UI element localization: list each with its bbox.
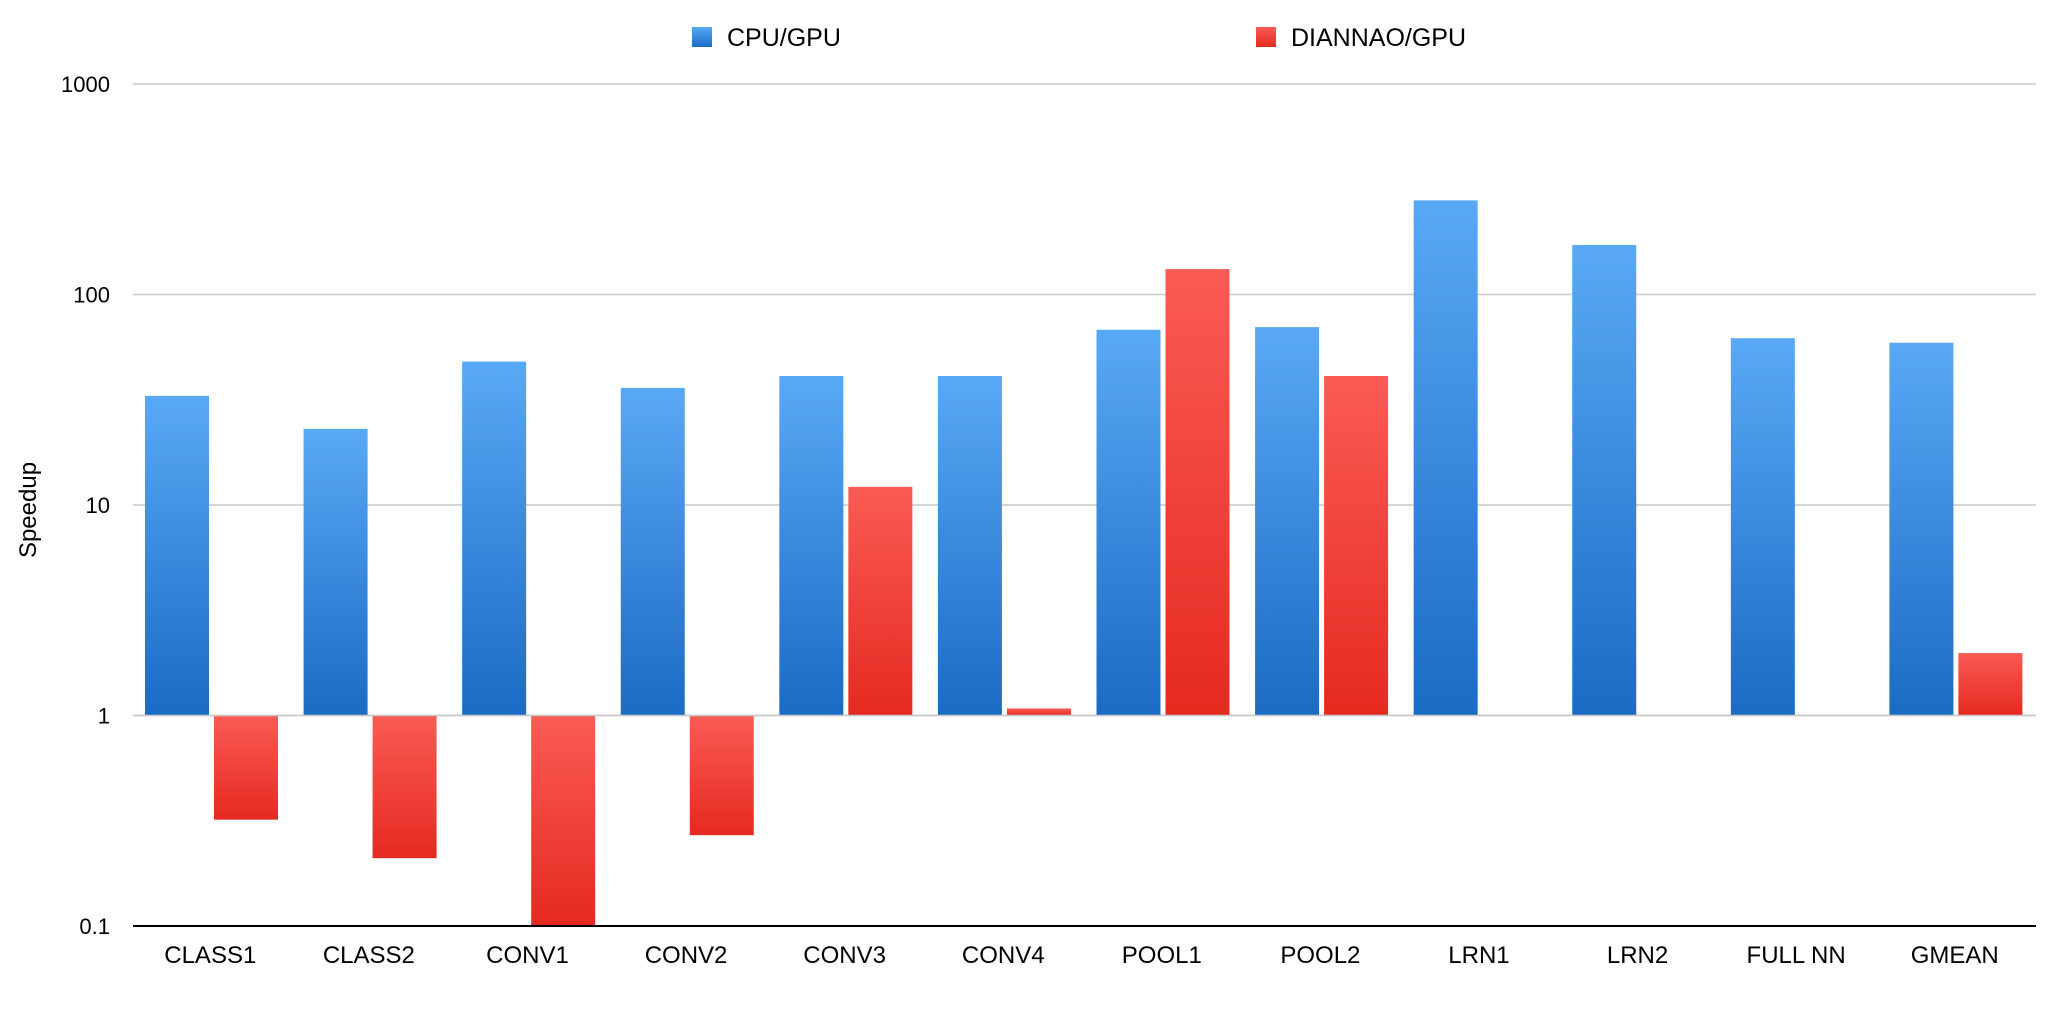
bar-diannao-gpu-conv4 [1006,708,1071,716]
x-tick-label: GMEAN [1911,942,1999,969]
y-tick-label: 1 [98,704,110,729]
bar-cpu-gpu-full-nn [1730,338,1795,716]
bar-cpu-gpu-gmean [1889,342,1954,716]
bar-cpu-gpu-pool2 [1255,327,1320,716]
bar-diannao-gpu-class2 [372,715,437,859]
bar-diannao-gpu-conv2 [689,715,754,836]
bar-diannao-gpu-conv1 [531,715,596,926]
y-tick-label: 0.1 [79,914,110,939]
bar-cpu-gpu-conv2 [620,387,685,716]
bar-cpu-gpu-class2 [303,428,368,716]
x-tick-label: POOL2 [1280,942,1360,969]
legend-swatch [692,27,712,47]
legend-label: DIANNAO/GPU [1291,24,1466,52]
y-axis-title: Speedup [15,462,42,558]
x-tick-label: CLASS1 [164,942,256,969]
bar-cpu-gpu-conv1 [462,361,527,716]
legend: CPU/GPU DIANNAO/GPU [692,24,1466,52]
bar-cpu-gpu-conv3 [779,376,844,716]
legend-label: CPU/GPU [727,24,841,52]
x-tick-label: CONV4 [962,942,1045,969]
bar-diannao-gpu-class1 [214,715,278,820]
bar-cpu-gpu-lrn1 [1413,200,1478,716]
x-tick-label: CONV1 [486,942,569,969]
bar-diannao-gpu-pool1 [1165,269,1230,716]
axis-labels: 0.1 1 10 100 1000 CLASS1 CLASS2 CONV1 CONV2 CONV3… [61,72,1999,969]
y-tick-label: 10 [86,493,110,518]
bar-diannao-gpu-pool2 [1324,376,1389,716]
y-tick-label: 1000 [61,72,110,97]
x-tick-label: CONV3 [803,942,886,969]
x-tick-label: LRN2 [1607,942,1668,969]
x-tick-label: FULL NN [1747,942,1846,969]
bar-cpu-gpu-conv4 [937,376,1002,716]
bars [145,200,2023,926]
x-tick-label: POOL1 [1122,942,1202,969]
legend-swatch [1256,27,1276,47]
bar-diannao-gpu-gmean [1958,653,2023,716]
bar-diannao-gpu-conv3 [848,486,913,716]
x-tick-label: CLASS2 [323,942,415,969]
x-tick-label: LRN1 [1448,942,1509,969]
axes [133,714,2036,927]
x-tick-label: CONV2 [645,942,728,969]
bar-cpu-gpu-class1 [145,395,209,716]
y-tick-label: 100 [73,283,110,308]
bar-cpu-gpu-pool1 [1096,329,1161,716]
bar-cpu-gpu-lrn2 [1572,244,1637,716]
